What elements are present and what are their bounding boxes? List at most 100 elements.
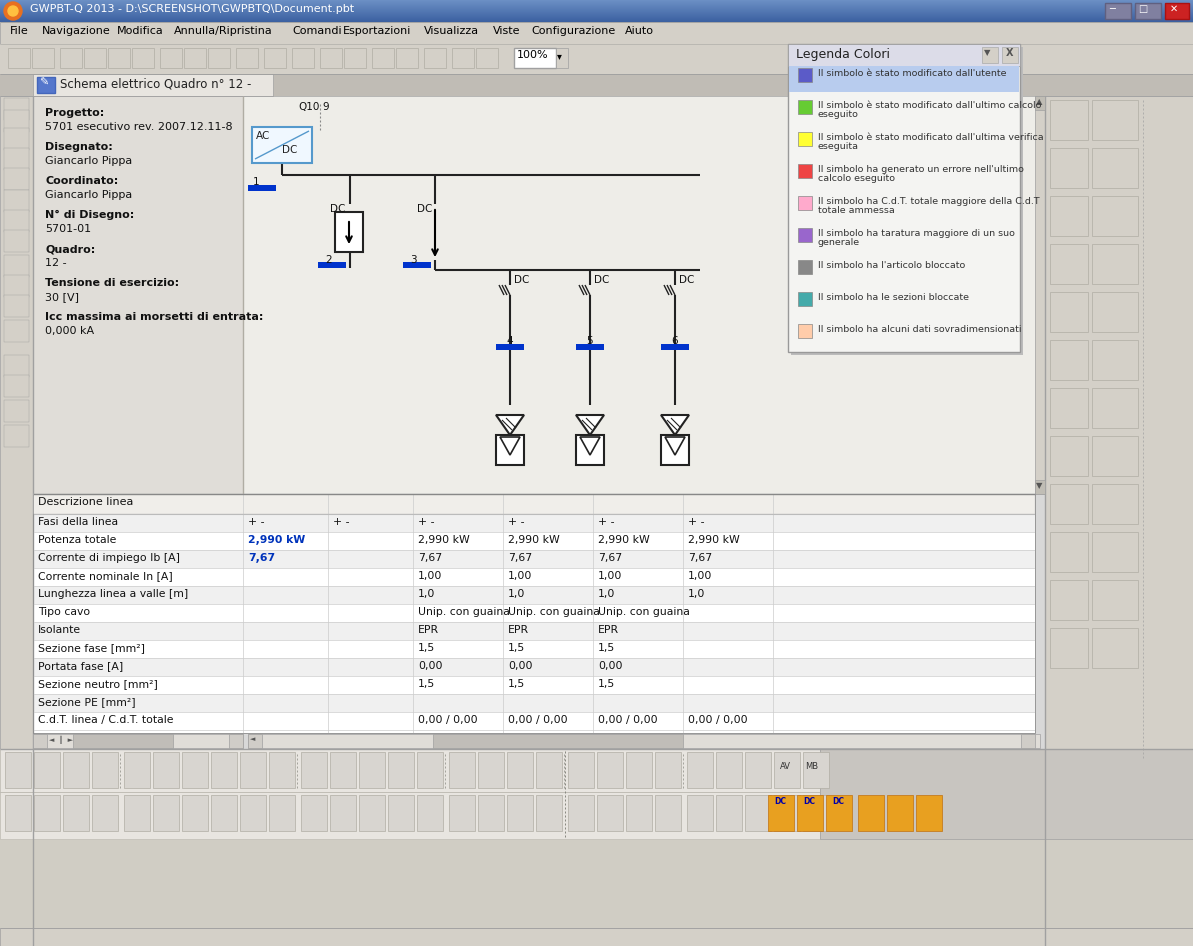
Bar — [335, 212, 363, 252]
Bar — [211, 752, 237, 788]
Text: 2,990 kW: 2,990 kW — [248, 535, 305, 545]
Text: EPR: EPR — [598, 625, 619, 635]
Bar — [536, 752, 562, 788]
Text: 1,0: 1,0 — [598, 589, 616, 599]
Text: Unip. con guaina: Unip. con guaina — [598, 607, 690, 617]
Bar — [33, 604, 1036, 622]
Text: Icc massima ai morsetti di entrata:: Icc massima ai morsetti di entrata: — [45, 312, 264, 322]
Bar — [798, 196, 812, 210]
Bar — [211, 795, 237, 831]
Text: 7,67: 7,67 — [688, 553, 712, 563]
Bar — [0, 5, 1193, 6]
Text: Il simbolo ha le sezioni bloccate: Il simbolo ha le sezioni bloccate — [818, 293, 969, 302]
Bar — [1050, 388, 1088, 428]
Bar — [798, 228, 812, 242]
Text: Potenza totale: Potenza totale — [38, 535, 117, 545]
Text: eseguita: eseguita — [818, 142, 859, 151]
Bar — [1050, 148, 1088, 188]
Bar — [655, 752, 681, 788]
Bar — [243, 96, 1036, 494]
Text: Giancarlo Pippa: Giancarlo Pippa — [45, 190, 132, 200]
Text: 1,5: 1,5 — [598, 643, 616, 653]
Bar — [236, 48, 258, 68]
Bar — [1045, 96, 1193, 946]
Text: 0,000 kA: 0,000 kA — [45, 326, 94, 336]
Bar — [32, 48, 54, 68]
Text: 5: 5 — [586, 336, 593, 346]
Bar — [229, 734, 243, 748]
Text: + -: + - — [333, 517, 350, 527]
Text: 1,5: 1,5 — [418, 643, 435, 653]
Text: 0,00 / 0,00: 0,00 / 0,00 — [688, 715, 748, 725]
Bar — [0, 8, 1193, 9]
Bar — [1092, 628, 1138, 668]
Bar — [301, 752, 327, 788]
Text: GWPBT-Q 2013 - D:\SCREENSHOT\GWPBTQ\Document.pbt: GWPBT-Q 2013 - D:\SCREENSHOT\GWPBTQ\Docu… — [30, 4, 354, 14]
Text: DC: DC — [514, 275, 530, 285]
Text: 1,5: 1,5 — [598, 679, 616, 689]
Bar — [424, 48, 446, 68]
Text: + -: + - — [598, 517, 614, 527]
Bar — [478, 752, 503, 788]
Bar — [0, 749, 820, 839]
Text: DC: DC — [774, 797, 786, 806]
Bar — [153, 752, 179, 788]
Polygon shape — [576, 415, 604, 435]
Bar — [798, 164, 812, 178]
Text: + -: + - — [688, 517, 705, 527]
Bar — [0, 16, 1193, 17]
Bar — [626, 795, 653, 831]
Bar — [1092, 196, 1138, 236]
Bar — [596, 752, 623, 788]
Bar — [514, 48, 556, 68]
Bar — [73, 734, 173, 748]
Bar — [0, 96, 33, 946]
Polygon shape — [580, 437, 600, 455]
Bar — [4, 98, 29, 120]
Bar — [0, 22, 1193, 44]
Polygon shape — [661, 415, 690, 435]
Bar — [716, 752, 742, 788]
Bar — [33, 96, 1045, 494]
Bar — [496, 435, 524, 465]
Text: eseguito: eseguito — [818, 110, 859, 119]
Bar — [774, 795, 801, 831]
Bar — [4, 128, 29, 150]
Text: Modifica: Modifica — [117, 26, 163, 36]
Bar — [798, 132, 812, 146]
Bar — [372, 48, 394, 68]
Text: 2,990 kW: 2,990 kW — [688, 535, 740, 545]
Text: Sezione neutro [mm²]: Sezione neutro [mm²] — [38, 679, 157, 689]
Bar — [1092, 244, 1138, 284]
Bar — [1092, 436, 1138, 476]
Text: 0,00 / 0,00: 0,00 / 0,00 — [508, 715, 568, 725]
Text: 0,00: 0,00 — [508, 661, 532, 671]
Text: ◄: ◄ — [251, 736, 255, 742]
Bar — [0, 10, 1193, 11]
Bar — [1135, 3, 1161, 19]
Bar — [661, 344, 690, 350]
Bar — [0, 44, 1193, 74]
Bar — [33, 586, 1036, 604]
Text: Sezione fase [mm²]: Sezione fase [mm²] — [38, 643, 146, 653]
Bar — [33, 712, 1036, 730]
Text: EPR: EPR — [508, 625, 530, 635]
Text: totale ammessa: totale ammessa — [818, 206, 895, 215]
Bar — [1050, 628, 1088, 668]
Bar — [418, 795, 443, 831]
Text: 6: 6 — [670, 336, 678, 346]
Text: Corrente nominale In [A]: Corrente nominale In [A] — [38, 571, 173, 581]
Text: 1,0: 1,0 — [688, 589, 705, 599]
Bar — [0, 0, 1193, 1]
Text: ▼: ▼ — [1036, 481, 1043, 490]
Bar — [4, 320, 29, 342]
Bar — [1092, 580, 1138, 620]
Bar — [536, 795, 562, 831]
Text: DC: DC — [594, 275, 610, 285]
Bar — [576, 344, 604, 350]
Bar — [789, 66, 1019, 92]
Text: ▾: ▾ — [557, 51, 562, 61]
Text: □: □ — [1138, 4, 1148, 14]
Text: 0,00: 0,00 — [598, 661, 623, 671]
Bar — [1050, 484, 1088, 524]
